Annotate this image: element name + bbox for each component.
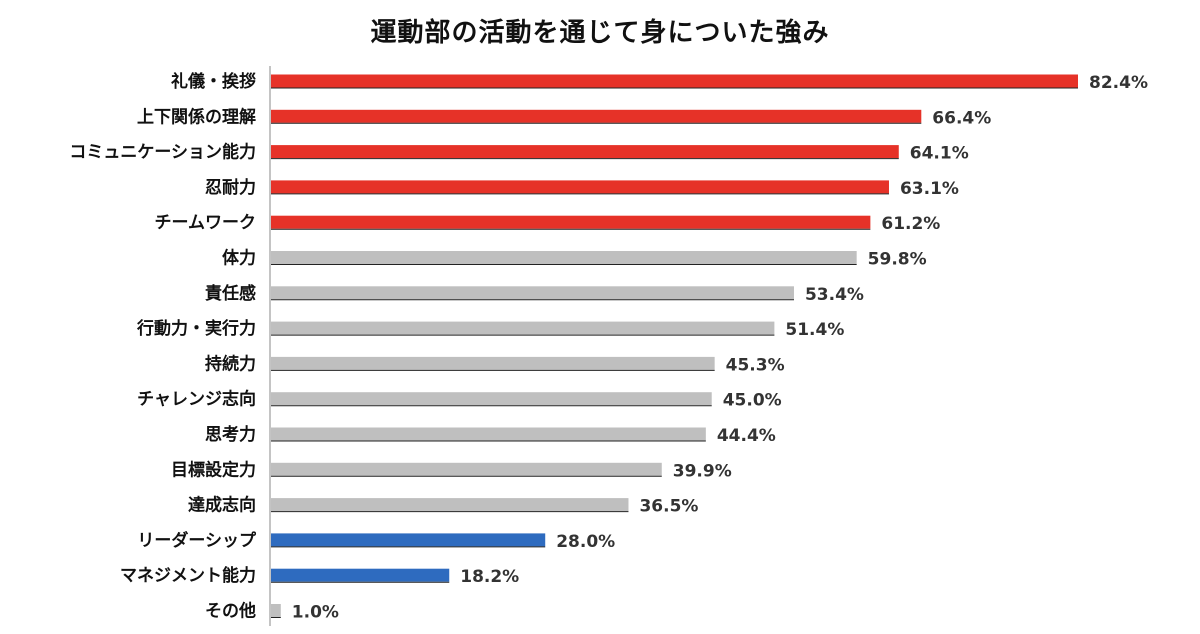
category-label: コミュニケーション能力 (69, 142, 256, 163)
category-label: リーダーシップ (137, 530, 257, 551)
value-label: 63.1% (900, 179, 959, 199)
value-label: 51.4% (785, 320, 844, 340)
value-label: 66.4% (932, 108, 991, 128)
value-label: 39.9% (673, 461, 732, 481)
bar (271, 286, 794, 300)
category-label: 忍耐力 (205, 177, 256, 198)
bar (271, 215, 871, 229)
bar (271, 356, 715, 370)
value-label: 64.1% (910, 144, 969, 164)
value-label: 82.4% (1089, 73, 1148, 93)
value-label: 44.4% (717, 426, 776, 446)
category-label: 体力 (222, 248, 256, 269)
bar (271, 462, 662, 476)
bar (271, 251, 857, 264)
category-label: 行動力・実行力 (136, 318, 256, 339)
bar (271, 533, 546, 547)
value-label: 45.0% (723, 391, 782, 411)
bar (271, 145, 899, 159)
bar (271, 392, 712, 406)
category-label: 思考力 (205, 424, 256, 445)
bar (271, 180, 889, 194)
category-label: チャレンジ志向 (137, 389, 256, 410)
value-label: 61.2% (881, 214, 940, 234)
bar (271, 604, 281, 617)
category-label: 目標設定力 (171, 459, 256, 480)
bar (271, 321, 775, 335)
value-label: 53.4% (805, 285, 864, 305)
bar (271, 568, 450, 582)
category-label: 責任感 (205, 283, 256, 304)
value-label: 59.8% (868, 250, 927, 270)
value-label: 18.2% (460, 567, 519, 587)
bar (271, 74, 1078, 88)
value-label: 36.5% (639, 497, 698, 517)
category-label: 上下関係の理解 (137, 106, 256, 127)
category-label: 達成志向 (188, 495, 256, 516)
category-label: 持続力 (205, 353, 256, 374)
bar (271, 109, 922, 123)
category-label: その他 (205, 601, 256, 622)
bar (271, 498, 629, 512)
category-label: 礼儀・挨拶 (171, 71, 256, 92)
value-label: 1.0% (292, 603, 339, 623)
category-label: マネジメント能力 (120, 565, 256, 586)
chart-title: 運動部の活動を通じて身についた強み (370, 18, 830, 48)
value-label: 28.0% (556, 532, 615, 552)
category-label: チームワーク (155, 213, 257, 233)
bar (271, 427, 706, 441)
value-label: 45.3% (726, 355, 785, 375)
